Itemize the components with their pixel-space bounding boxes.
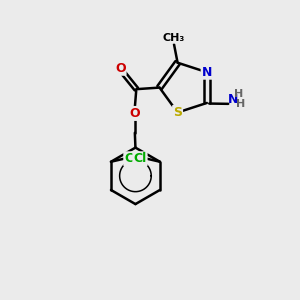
Text: Cl: Cl <box>124 152 137 165</box>
Text: CH₃: CH₃ <box>163 33 185 43</box>
Text: O: O <box>115 62 126 75</box>
Text: N: N <box>202 66 212 79</box>
Text: N: N <box>227 93 238 106</box>
Text: O: O <box>130 107 140 120</box>
Text: H: H <box>236 99 245 109</box>
Text: S: S <box>173 106 182 119</box>
Text: H: H <box>234 89 244 99</box>
Text: Cl: Cl <box>134 152 147 165</box>
